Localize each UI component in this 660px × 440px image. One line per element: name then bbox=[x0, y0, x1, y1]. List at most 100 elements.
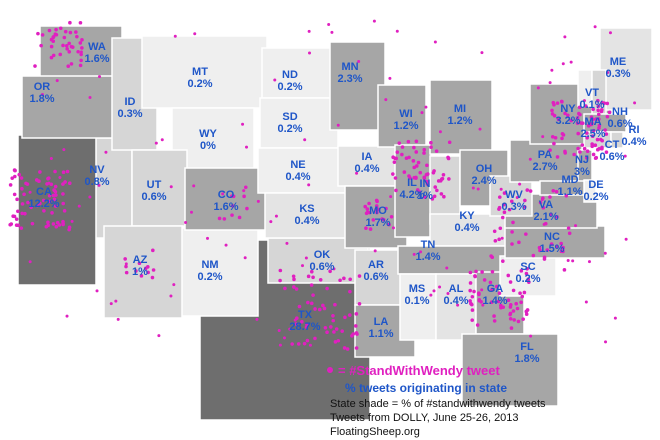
state-pct: 1.7% bbox=[365, 217, 390, 229]
tweet-dot bbox=[342, 276, 346, 281]
tweet-dot bbox=[402, 170, 407, 174]
tweet-dot bbox=[414, 150, 419, 154]
tweet-dot bbox=[432, 194, 437, 199]
tweet-dot bbox=[33, 64, 37, 68]
tweet-dot bbox=[221, 192, 225, 196]
tweet-dot bbox=[536, 86, 540, 90]
tweet-dot bbox=[633, 101, 637, 105]
tweet-dot bbox=[446, 156, 451, 161]
tweet-dot bbox=[78, 20, 83, 25]
tweet-dot bbox=[50, 211, 54, 215]
tweet-dot bbox=[12, 192, 17, 197]
tweet-dot bbox=[323, 325, 328, 330]
tweet-dot bbox=[35, 203, 40, 208]
tweet-dot bbox=[80, 38, 84, 42]
tweet-dot bbox=[525, 266, 529, 271]
tweet-dot bbox=[296, 342, 301, 346]
tweet-dot bbox=[343, 315, 347, 320]
state-shape bbox=[17, 134, 97, 286]
tweet-dot bbox=[415, 188, 420, 192]
state-abbr: MT bbox=[192, 66, 208, 78]
legend-source: Tweets from DOLLY, June 25-26, 2013 bbox=[330, 412, 519, 424]
tweet-dot bbox=[38, 201, 42, 206]
tweet-dot bbox=[595, 137, 600, 142]
tweet-dot bbox=[230, 204, 235, 208]
tweet-dot bbox=[146, 270, 150, 275]
tweet-dot bbox=[392, 160, 397, 164]
tweet-dot bbox=[518, 182, 522, 186]
tweet-dot bbox=[325, 286, 329, 291]
tweet-dot bbox=[15, 197, 19, 202]
tweet-dot bbox=[551, 188, 556, 193]
tweet-dot bbox=[273, 78, 277, 82]
state-pct: 0.6% bbox=[141, 191, 166, 203]
state-pct: 0.4% bbox=[285, 171, 310, 183]
tweet-dot bbox=[29, 205, 33, 210]
legend: = #StandWithWendy tweet % tweets origina… bbox=[327, 363, 546, 438]
tweet-dot bbox=[391, 226, 395, 230]
state-pct: 1.1% bbox=[368, 328, 393, 340]
tweet-dot bbox=[554, 189, 559, 194]
tweet-dot bbox=[414, 164, 419, 168]
state-abbr: NV bbox=[89, 164, 105, 176]
tweet-dot bbox=[605, 114, 610, 119]
tweet-dot bbox=[555, 101, 560, 105]
tweet-dot bbox=[230, 213, 234, 217]
tweet-dot bbox=[150, 275, 155, 280]
tweet-dot bbox=[571, 259, 575, 263]
tweet-dot bbox=[501, 202, 506, 207]
legend-pct-note: % tweets originating in state bbox=[345, 381, 507, 395]
tweet-dot bbox=[560, 131, 565, 136]
tweet-dot bbox=[124, 264, 128, 269]
state-abbr: WI bbox=[399, 108, 412, 120]
tweet-dot bbox=[173, 34, 177, 38]
tweet-dot bbox=[222, 217, 227, 221]
state-abbr: WA bbox=[88, 41, 106, 53]
state-shape bbox=[377, 84, 427, 148]
tweet-dot bbox=[496, 299, 501, 304]
tweet-dot bbox=[340, 329, 344, 333]
state-abbr: TX bbox=[298, 309, 313, 321]
tweet-dot bbox=[489, 300, 494, 305]
tweet-dot bbox=[524, 312, 529, 317]
tweet-dot bbox=[416, 160, 421, 165]
tweet-dot bbox=[519, 269, 524, 273]
tweet-dot bbox=[51, 53, 56, 58]
tweet-dot bbox=[61, 219, 65, 224]
tweet-dot bbox=[425, 179, 429, 184]
tweet-dot bbox=[563, 35, 567, 39]
tweet-dot bbox=[278, 278, 282, 283]
tweet-dot bbox=[499, 187, 503, 191]
tweet-dot bbox=[542, 257, 547, 261]
tweet-dot bbox=[114, 299, 118, 303]
tweet-dot bbox=[49, 55, 54, 60]
state-pct: 1.6% bbox=[84, 53, 109, 65]
tweet-dot bbox=[468, 288, 472, 293]
tweet-dot bbox=[574, 224, 578, 228]
tweet-dot bbox=[524, 271, 529, 276]
tweet-dot bbox=[384, 206, 388, 211]
tweet-dot bbox=[447, 140, 452, 145]
tweet-dot bbox=[331, 318, 336, 323]
states bbox=[17, 25, 653, 421]
state-pct: 0% bbox=[200, 140, 216, 152]
state-pct: 3% bbox=[574, 166, 590, 178]
tweet-dot bbox=[490, 269, 495, 274]
tweet-dot bbox=[139, 274, 144, 278]
tweet-dot bbox=[62, 209, 67, 213]
tweet-dot bbox=[525, 188, 530, 192]
tweet-dot bbox=[357, 274, 362, 278]
tweet-dot bbox=[468, 299, 472, 303]
tweet-dot bbox=[422, 147, 427, 152]
tweet-dot bbox=[243, 256, 247, 260]
tweet-dot bbox=[38, 170, 42, 174]
state-abbr: MS bbox=[409, 283, 426, 295]
tweet-dot bbox=[293, 318, 297, 322]
tweet-dot bbox=[47, 181, 51, 185]
tweet-dot bbox=[414, 139, 419, 144]
state-abbr: WV bbox=[505, 189, 523, 201]
state-shape bbox=[399, 273, 437, 341]
tweet-dot bbox=[63, 29, 68, 34]
tweet-dot bbox=[325, 330, 329, 334]
